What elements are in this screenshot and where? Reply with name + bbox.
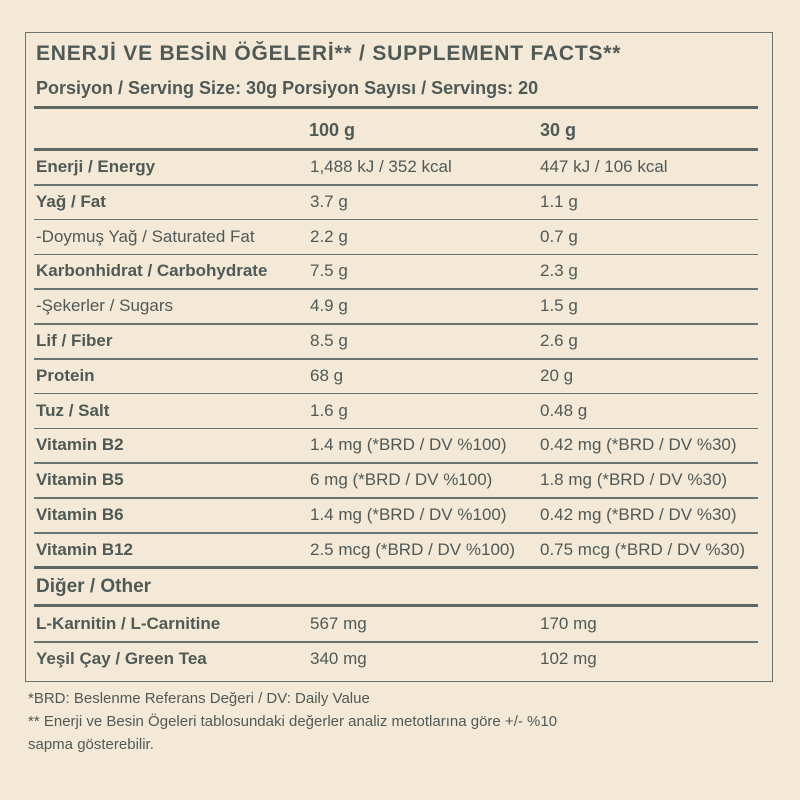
footnote-brd: *BRD: Beslenme Referans Değeri / DV: Dai… — [28, 690, 370, 707]
row-value-30g: 20 g — [540, 365, 574, 385]
row-value-100g: 68 g — [310, 365, 344, 385]
row-divider — [34, 532, 758, 534]
row-value-100g: 4.9 g — [310, 296, 348, 316]
row-value-30g: 2.6 g — [540, 331, 578, 350]
row-label: Vitamin B2 — [36, 435, 124, 455]
serving-info: Porsiyon / Serving Size: 30g Porsiyon Sa… — [36, 78, 539, 98]
row-divider — [34, 218, 758, 221]
row-label: Vitamin B5 — [36, 470, 124, 490]
footnote-tolerance-cont: sapma gösterebilir. — [28, 736, 154, 753]
row-value-30g: 0.75 mcg (*BRD / DV %30) — [540, 539, 746, 559]
row-divider — [34, 288, 758, 290]
rule-header — [34, 148, 758, 151]
footnote-tolerance: ** Enerji ve Besin Ögeleri tablosundaki … — [28, 713, 558, 730]
rule-other — [34, 566, 758, 569]
row-value-100g: 1.6 g — [310, 400, 348, 420]
facts-panel — [25, 32, 773, 682]
row-value-100g: 2.2 g — [310, 226, 348, 246]
row-value-30g: 0.7 g — [540, 226, 578, 246]
row-value-100g: 8.5 g — [310, 331, 348, 350]
other-row-value-30g: 170 mg — [540, 614, 597, 633]
row-label: Karbonhidrat / Carbohydrate — [36, 261, 268, 281]
row-divider — [34, 184, 758, 186]
row-label: -Şekerler / Sugars — [36, 296, 173, 316]
row-value-100g: 1,488 kJ / 352 kcal — [310, 157, 452, 176]
row-value-100g: 2.5 mcg (*BRD / DV %100) — [310, 539, 516, 559]
row-divider — [34, 497, 758, 499]
column-header-100g: 100 g — [309, 120, 356, 140]
row-label: Tuz / Salt — [36, 400, 110, 420]
row-value-30g: 2.3 g — [540, 261, 578, 281]
row-label: -Doymuş Yağ / Saturated Fat — [36, 226, 255, 246]
rule-other-header — [34, 604, 758, 607]
row-value-30g: 1.1 g — [540, 191, 578, 211]
row-label: Lif / Fiber — [36, 331, 113, 350]
row-value-30g: 447 kJ / 106 kcal — [540, 157, 668, 176]
other-row-divider — [34, 641, 758, 643]
row-label: Yağ / Fat — [36, 191, 106, 211]
row-value-30g: 1.8 mg (*BRD / DV %30) — [540, 470, 728, 490]
row-label: Vitamin B12 — [36, 539, 134, 559]
other-row-label: L-Karnitin / L-Carnitine — [36, 614, 221, 633]
row-value-100g: 7.5 g — [310, 261, 348, 281]
row-label: Enerji / Energy — [36, 157, 156, 176]
row-value-30g: 0.42 mg (*BRD / DV %30) — [540, 435, 737, 455]
row-divider — [34, 358, 758, 360]
other-row-value-100g: 567 mg — [310, 614, 367, 633]
row-label: Protein — [36, 365, 95, 385]
row-value-100g: 3.7 g — [310, 191, 348, 211]
row-divider — [34, 462, 758, 464]
row-divider — [34, 392, 758, 395]
other-row-value-100g: 340 mg — [310, 649, 367, 668]
page-title: ENERJİ VE BESİN ÖĞELERİ** / SUPPLEMENT F… — [36, 42, 622, 65]
other-row-label: Yeşil Çay / Green Tea — [36, 649, 207, 668]
row-value-30g: 0.42 mg (*BRD / DV %30) — [540, 505, 737, 524]
section-heading-other: Diğer / Other — [36, 576, 152, 597]
row-divider — [34, 253, 758, 256]
row-value-30g: 1.5 g — [540, 296, 578, 316]
row-value-100g: 1.4 mg (*BRD / DV %100) — [310, 505, 507, 524]
row-divider — [34, 323, 758, 325]
row-label: Vitamin B6 — [36, 505, 124, 524]
rule-top — [34, 106, 758, 109]
row-value-30g: 0.48 g — [540, 400, 588, 420]
row-divider — [34, 427, 758, 430]
other-row-value-30g: 102 mg — [540, 649, 597, 668]
row-value-100g: 6 mg (*BRD / DV %100) — [310, 470, 493, 490]
column-header-30g: 30 g — [540, 120, 577, 140]
row-value-100g: 1.4 mg (*BRD / DV %100) — [310, 435, 507, 455]
